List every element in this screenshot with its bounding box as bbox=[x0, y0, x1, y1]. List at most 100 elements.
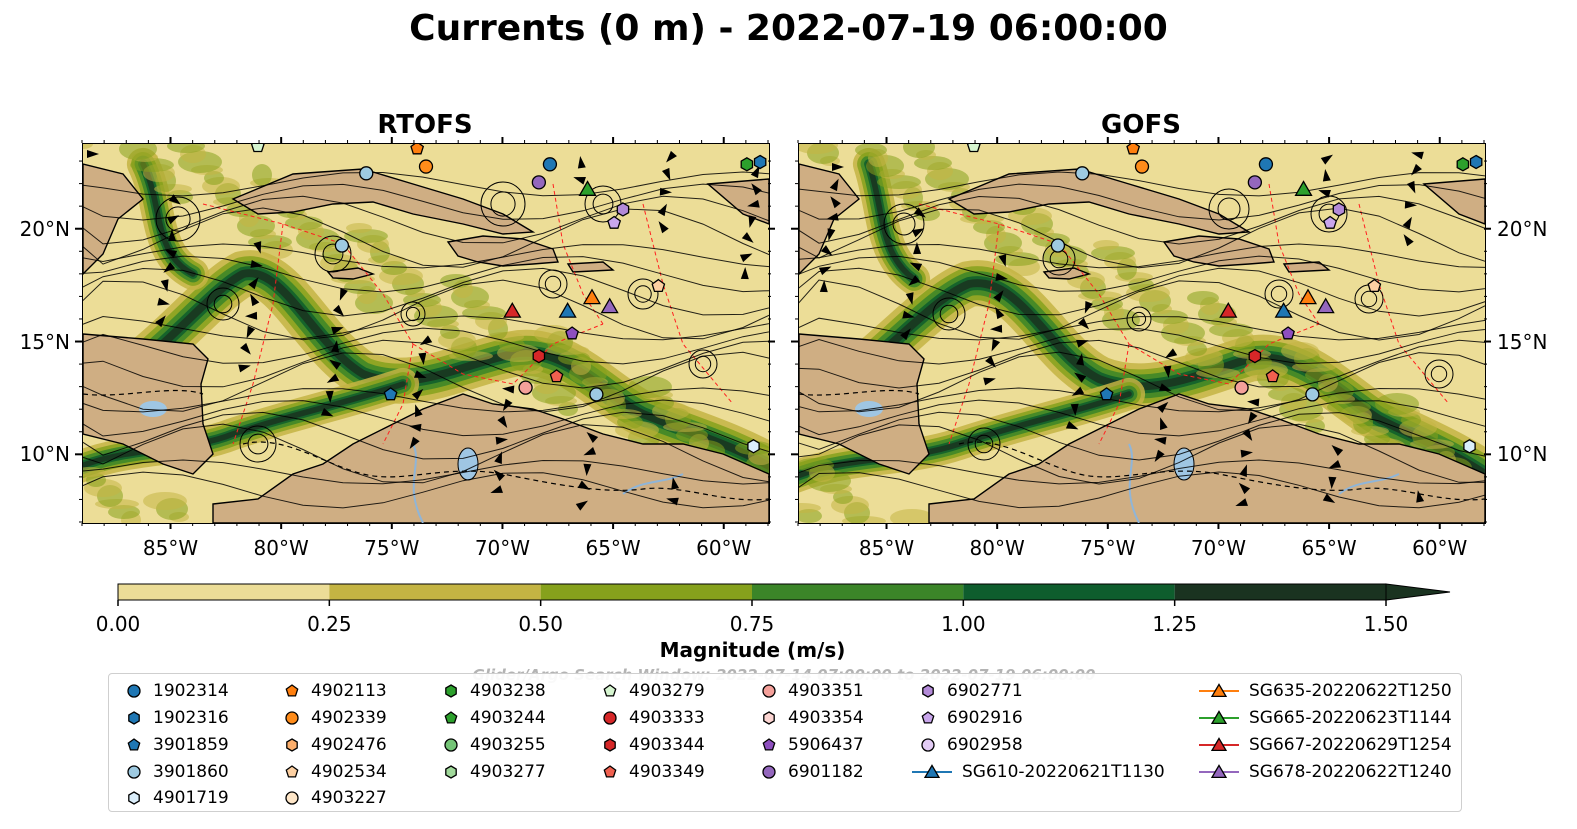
observation-SG610-20220621T1130 bbox=[558, 301, 577, 318]
legend-label: SG635-20220622T1250 bbox=[1249, 681, 1452, 701]
observation-SG667-20220629T1254 bbox=[1219, 302, 1238, 318]
observation-6901182 bbox=[1247, 175, 1263, 190]
observation-4903238 bbox=[740, 157, 754, 172]
legend-item: 4903349 bbox=[601, 760, 705, 784]
legend-label: 4902113 bbox=[311, 681, 387, 701]
gofs-current-map[interactable] bbox=[798, 143, 1486, 524]
observation-4902534 bbox=[651, 278, 666, 293]
legend-item: 4903227 bbox=[283, 786, 387, 810]
observation-3901860 bbox=[359, 166, 374, 181]
lon-tick-label: 85°W bbox=[142, 536, 199, 560]
colorbar-tick-label: 1.50 bbox=[1363, 612, 1409, 636]
observation-1902314 bbox=[1258, 157, 1274, 172]
observation-4903351 bbox=[518, 380, 533, 395]
legend-label: 4901719 bbox=[153, 788, 229, 808]
triangle-marker-icon bbox=[1199, 683, 1239, 698]
colorbar-title: Magnitude (m/s) bbox=[659, 638, 846, 662]
legend-item: 4902339 bbox=[283, 706, 387, 730]
legend-label: 4902339 bbox=[311, 708, 387, 728]
triangle-marker-icon bbox=[1199, 764, 1239, 779]
legend-item: 5906437 bbox=[760, 733, 864, 757]
observation-3901860 bbox=[1050, 238, 1066, 253]
legend-label: 4903351 bbox=[788, 681, 864, 701]
hexagon-marker-icon bbox=[445, 765, 457, 779]
circle-marker-icon bbox=[762, 765, 776, 779]
legend-label: 3901859 bbox=[153, 735, 229, 755]
observation-4902534 bbox=[1367, 278, 1382, 293]
observation-SG678-20220622T1240 bbox=[600, 297, 619, 314]
legend-label: 6902958 bbox=[947, 735, 1023, 755]
legend-label: SG667-20220629T1254 bbox=[1249, 735, 1452, 755]
colorbar-tick-label: 0.75 bbox=[729, 612, 775, 636]
observation-3901860 bbox=[334, 238, 350, 253]
hexagon-marker-icon bbox=[286, 738, 298, 752]
observation-4903349 bbox=[1265, 369, 1280, 383]
colorbar-tick-label: 0.50 bbox=[518, 612, 563, 636]
observation-5906437 bbox=[1281, 326, 1295, 340]
pentagon-marker-icon bbox=[603, 765, 617, 778]
lat-tick-label-right: 20°N bbox=[1497, 216, 1548, 241]
rtofs-current-map[interactable] bbox=[82, 143, 770, 524]
pentagon-marker-icon bbox=[444, 711, 458, 724]
observation-4903344 bbox=[1248, 348, 1262, 364]
observation-1902314 bbox=[542, 157, 558, 172]
observation-4903279 bbox=[250, 144, 265, 153]
legend-label: 3901860 bbox=[153, 762, 229, 782]
observation-SG665-20220623T1144 bbox=[578, 180, 597, 196]
legend-item: 4903279 bbox=[601, 679, 705, 703]
hexagon-marker-icon bbox=[763, 711, 775, 725]
circle-marker-icon bbox=[285, 791, 299, 805]
legend-label: 6902771 bbox=[947, 681, 1023, 701]
observation-6902771 bbox=[1332, 202, 1346, 217]
circle-marker-icon bbox=[127, 765, 141, 779]
pentagon-marker-icon bbox=[921, 711, 935, 724]
legend-item: SG635-20220622T1250 bbox=[1199, 679, 1452, 703]
legend-item: SG665-20220623T1144 bbox=[1199, 706, 1452, 730]
legend-label: 4903279 bbox=[629, 681, 705, 701]
observation-6902916 bbox=[607, 215, 622, 229]
pentagon-marker-icon bbox=[762, 738, 776, 751]
legend-label: 4903255 bbox=[470, 735, 546, 755]
legend-item: 4903351 bbox=[760, 679, 864, 703]
legend-label: SG678-20220622T1240 bbox=[1249, 762, 1452, 782]
legend-item: 1902314 bbox=[125, 679, 229, 703]
observation-SG678-20220622T1240 bbox=[1316, 297, 1335, 314]
legend-label: 6901182 bbox=[788, 762, 864, 782]
lat-tick-label-left: 10°N bbox=[19, 442, 70, 467]
legend-item: 3901859 bbox=[125, 733, 229, 757]
legend-label: 4903227 bbox=[311, 788, 387, 808]
legend-item: 6901182 bbox=[760, 760, 864, 784]
lon-tick-label: 70°W bbox=[474, 536, 531, 560]
legend-label: 4903277 bbox=[470, 762, 546, 782]
lon-tick-label: 75°W bbox=[364, 536, 420, 560]
legend-item: SG678-20220622T1240 bbox=[1199, 760, 1452, 784]
colorbar-segment bbox=[329, 584, 541, 600]
lon-tick-label: 65°W bbox=[585, 536, 641, 560]
pentagon-marker-icon bbox=[603, 684, 617, 697]
colorbar-tick-label: 0.00 bbox=[95, 612, 141, 636]
legend-item: SG667-20220629T1254 bbox=[1199, 733, 1452, 757]
legend-label: 4903349 bbox=[629, 762, 705, 782]
observation-3901860 bbox=[1305, 387, 1320, 402]
legend-item: 4903344 bbox=[601, 733, 705, 757]
triangle-marker-icon bbox=[912, 764, 952, 779]
panel-title-gofs: GOFS bbox=[1101, 110, 1181, 140]
legend-item: 4903244 bbox=[442, 706, 546, 730]
legend-label: 5906437 bbox=[788, 735, 864, 755]
pentagon-marker-icon bbox=[127, 738, 141, 751]
legend-item: 6902958 bbox=[919, 733, 1023, 757]
observation-SG635-20220622T1250 bbox=[582, 288, 602, 305]
colorbar-segment bbox=[540, 584, 752, 600]
lon-tick-label: 60°W bbox=[696, 536, 752, 560]
colorbar-segment bbox=[1174, 584, 1386, 600]
observation-5906437 bbox=[565, 326, 579, 340]
legend-item: 1902316 bbox=[125, 706, 229, 730]
colorbar-segment bbox=[118, 584, 330, 600]
legend-label: 4903333 bbox=[629, 708, 705, 728]
observation-4903344 bbox=[532, 348, 546, 364]
observation-4902339 bbox=[1134, 159, 1150, 174]
legend-label: 4903238 bbox=[470, 681, 546, 701]
observation-4903279 bbox=[966, 144, 981, 153]
legend-label: 6902916 bbox=[947, 708, 1023, 728]
legend-item: 4903238 bbox=[442, 679, 546, 703]
